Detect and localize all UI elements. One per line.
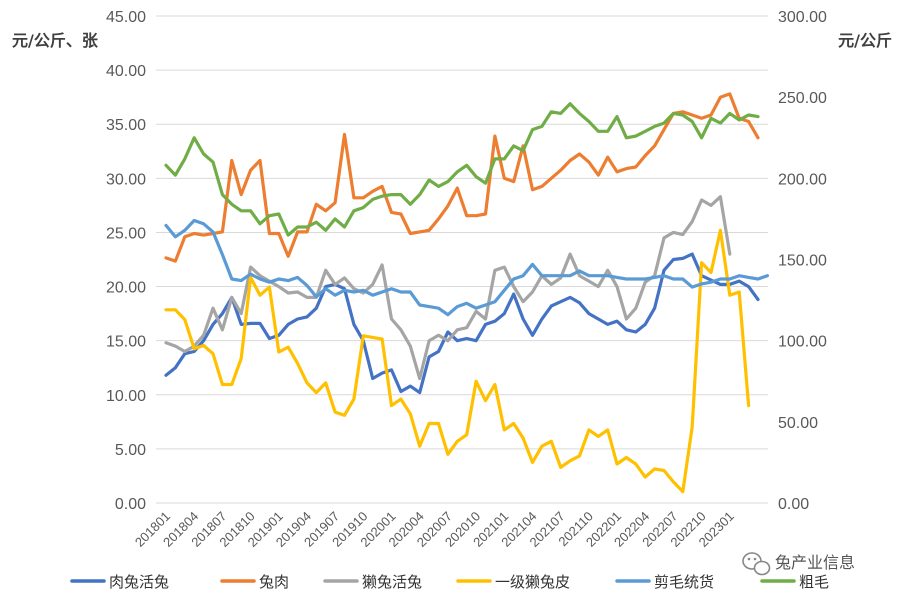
right-tick-label: 250.00 — [778, 90, 827, 107]
right-tick-label: 300.00 — [778, 9, 827, 26]
left-tick-label: 35.00 — [106, 117, 146, 134]
x-axis-ticks: 2018012018042018072018102019012019042019… — [132, 509, 737, 550]
legend-label: 粗毛 — [799, 573, 829, 591]
legend-label: 剪毛统货 — [654, 573, 714, 591]
left-tick-label: 0.00 — [115, 496, 146, 513]
right-tick-label: 200.00 — [778, 171, 827, 188]
left-axis-unit: 元/公斤、张 — [12, 31, 99, 50]
watermark-text: 兔产业信息 — [775, 553, 855, 572]
left-axis-ticks: 0.00 5.00 10.00 15.00 20.00 25.00 30.00 35.00 40… — [106, 9, 146, 513]
watermark: 兔产业信息 — [742, 552, 855, 576]
legend-label: 一级獭兔皮 — [495, 573, 570, 591]
legend-item: 剪毛统货 — [615, 573, 714, 591]
legend-item: 肉兔活兔 — [70, 573, 169, 591]
left-tick-label: 45.00 — [106, 9, 146, 26]
legend-label: 兔肉 — [259, 573, 289, 591]
right-tick-label: 50.00 — [778, 415, 818, 432]
legend-item: 一级獭兔皮 — [456, 573, 570, 591]
left-tick-label: 30.00 — [106, 171, 146, 188]
legend-item: 兔肉 — [220, 573, 289, 591]
series-lines — [164, 92, 770, 494]
series-line — [164, 218, 770, 317]
series-line — [164, 228, 751, 494]
left-tick-label: 40.00 — [106, 63, 146, 80]
left-tick-label: 25.00 — [106, 225, 146, 242]
legend-label: 獭兔活兔 — [362, 573, 422, 591]
right-tick-label: 0.00 — [778, 496, 809, 513]
right-tick-label: 150.00 — [778, 253, 827, 270]
left-tick-label: 5.00 — [115, 442, 146, 459]
right-tick-label: 100.00 — [778, 334, 827, 351]
legend-label: 肉兔活兔 — [109, 573, 169, 591]
left-tick-label: 10.00 — [106, 388, 146, 405]
series-line — [164, 195, 732, 381]
left-tick-label: 20.00 — [106, 280, 146, 297]
legend-item: 獭兔活兔 — [323, 573, 422, 591]
series-line — [164, 252, 760, 395]
legend: 肉兔活兔 兔肉 獭兔活兔 一级獭兔皮 剪毛统货 粗毛 — [70, 573, 829, 591]
series-line — [164, 102, 760, 237]
grid-lines — [156, 15, 768, 504]
series-line — [164, 92, 760, 263]
right-axis-ticks: 0.00 50.00 100.00 150.00 200.00 250.00 300.00 — [778, 9, 827, 513]
right-axis-unit: 元/公斤 — [838, 31, 892, 50]
left-tick-label: 15.00 — [106, 334, 146, 351]
legend-item: 粗毛 — [760, 573, 829, 591]
wechat-icon — [742, 552, 771, 576]
